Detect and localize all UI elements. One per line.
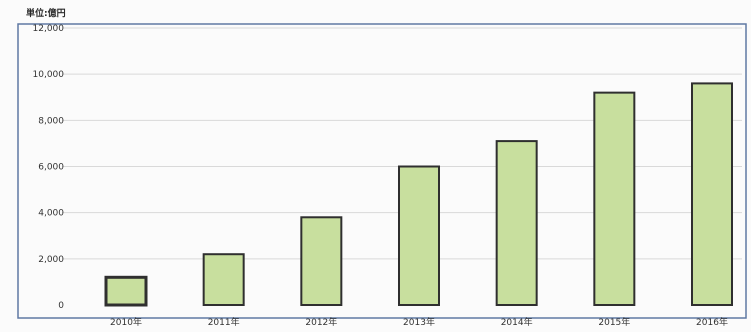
x-axis: 2010年 2011年 2012年 2013年 2014年 2015年 2016年 <box>110 316 728 328</box>
x-tick-label: 2011年 <box>208 316 240 328</box>
y-tick-label: 0 <box>58 301 64 311</box>
bar <box>593 91 636 306</box>
y-tick-label: 2,000 <box>38 255 64 265</box>
y-axis: 0 2,000 4,000 6,000 8,000 10,000 12,000 <box>33 24 65 311</box>
plot-border <box>17 23 747 319</box>
x-tick-label: 2014年 <box>501 316 533 328</box>
y-tick-label: 4,000 <box>38 209 64 219</box>
y-tick-label: 8,000 <box>38 116 64 126</box>
x-tick-label: 2012年 <box>305 316 337 328</box>
x-tick-label: 2010年 <box>110 316 142 328</box>
y-tick-label: 12,000 <box>33 24 65 34</box>
x-tick-label: 2016年 <box>696 316 728 328</box>
y-tick-label: 10,000 <box>33 70 65 80</box>
bars <box>104 82 733 307</box>
bar <box>104 275 148 307</box>
x-tick-label: 2013年 <box>403 316 435 328</box>
bar <box>398 165 440 306</box>
x-tick-label: 2015年 <box>598 316 630 328</box>
bar <box>300 216 343 307</box>
bar <box>202 253 245 306</box>
y-tick-label: 6,000 <box>38 163 64 173</box>
bar <box>495 140 538 306</box>
unit-label: 単位:億円 <box>26 9 66 19</box>
bar <box>691 82 733 307</box>
